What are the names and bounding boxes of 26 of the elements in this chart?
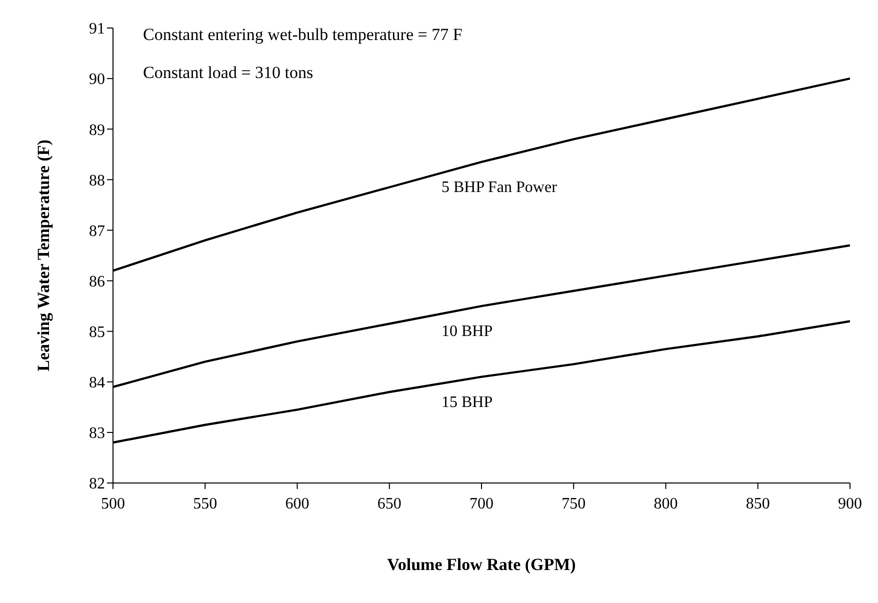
y-tick-label: 88 — [89, 172, 105, 190]
series-label: 5 BHP Fan Power — [442, 178, 558, 196]
y-tick-label: 82 — [89, 476, 105, 493]
y-tick-label: 91 — [89, 20, 105, 38]
y-tick-label: 89 — [89, 122, 105, 139]
y-tick-label: 84 — [89, 374, 105, 392]
x-tick-label: 500 — [101, 495, 125, 512]
x-axis-title: Volume Flow Rate (GPM) — [387, 555, 576, 574]
x-tick-label: 900 — [838, 495, 862, 512]
y-tick-label: 83 — [89, 425, 105, 442]
x-tick-label: 850 — [746, 495, 770, 512]
x-tick-label: 700 — [470, 495, 494, 512]
y-axis-title: Leaving Water Temperature (F) — [34, 140, 54, 372]
y-tick-label: 90 — [89, 71, 105, 88]
annotation: Constant load = 310 tons — [143, 63, 314, 82]
series-label: 15 BHP — [442, 394, 493, 411]
series-label: 10 BHP — [442, 323, 493, 340]
annotation: Constant entering wet-bulb temperature = 77 F — [143, 25, 462, 44]
x-tick-label: 800 — [654, 495, 678, 512]
x-tick-label: 600 — [285, 495, 310, 512]
y-tick-label: 85 — [89, 324, 105, 342]
y-tick-label: 86 — [89, 273, 105, 290]
x-tick-label: 550 — [193, 495, 218, 512]
x-tick-label: 750 — [562, 495, 586, 512]
y-tick-label: 87 — [89, 222, 105, 240]
x-tick-label: 650 — [377, 495, 402, 512]
